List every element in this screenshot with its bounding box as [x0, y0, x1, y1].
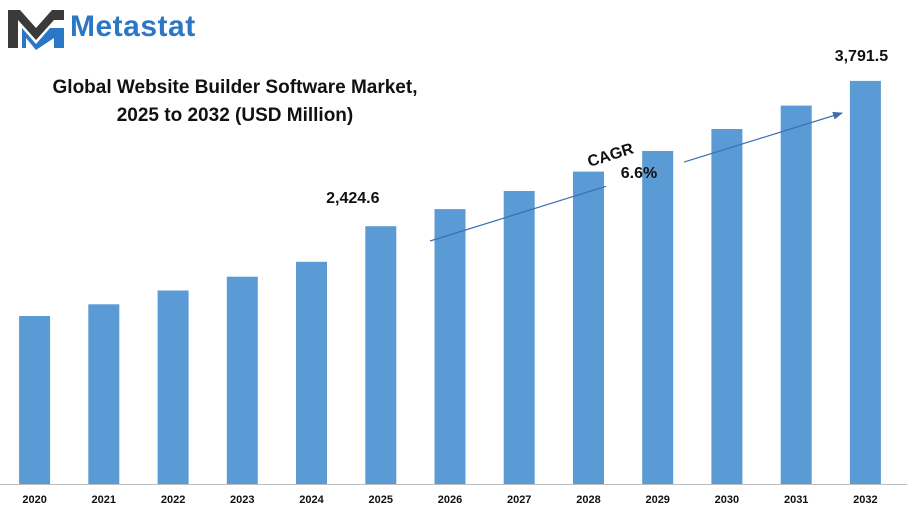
metastat-m-logo-icon: [8, 10, 64, 50]
x-tick-label-2021: 2021: [92, 494, 116, 506]
x-tick-label-2022: 2022: [161, 494, 185, 506]
end-value-label: 3,791.5: [835, 48, 888, 65]
x-tick-label-2031: 2031: [784, 494, 808, 506]
x-tick-label-2024: 2024: [299, 494, 324, 506]
cagr-value: 6.6%: [621, 165, 657, 182]
x-tick-label-2027: 2027: [507, 494, 531, 506]
chart-title-line-1: Global Website Builder Software Market,: [52, 77, 418, 98]
bar-2024: [296, 261, 327, 484]
bar-2030: [711, 129, 743, 484]
bar-2020: [19, 316, 51, 484]
x-tick-label-2030: 2030: [715, 494, 739, 506]
bar-2032: [849, 80, 881, 485]
cagr-arrow-segment-2: [683, 111, 843, 163]
bar-2031: [780, 105, 812, 484]
bar-2028: [573, 171, 604, 484]
x-tick-label-2023: 2023: [230, 494, 254, 506]
x-tick-label-2025: 2025: [369, 494, 393, 506]
bar-2021: [88, 304, 120, 484]
brand-name: Metastat: [70, 10, 196, 43]
bar-2022: [157, 290, 189, 484]
bar-2023: [226, 276, 258, 484]
x-tick-label-2020: 2020: [22, 494, 46, 506]
cagr-arrow-segment-1: [429, 185, 607, 242]
x-tick-label-2026: 2026: [438, 494, 462, 506]
bar-2026: [434, 209, 466, 484]
bar-series: [19, 80, 881, 485]
x-axis-tick-labels: 2020 2021 2022 2023 2024 2025 2026 2027 2028 2029…: [22, 494, 877, 506]
start-value-label: 2,424.6: [326, 190, 379, 207]
brand-logo: Metastat: [6, 6, 236, 50]
bar-2027: [503, 191, 535, 484]
x-tick-label-2032: 2032: [853, 494, 877, 506]
x-tick-label-2028: 2028: [576, 494, 600, 506]
x-tick-label-2029: 2029: [645, 494, 669, 506]
bar-2029: [642, 151, 674, 484]
chart-title: Global Website Builder Software Market, …: [20, 74, 450, 130]
chart-title-line-2: 2025 to 2032 (USD Million): [116, 105, 354, 126]
bar-2025: [365, 226, 397, 484]
